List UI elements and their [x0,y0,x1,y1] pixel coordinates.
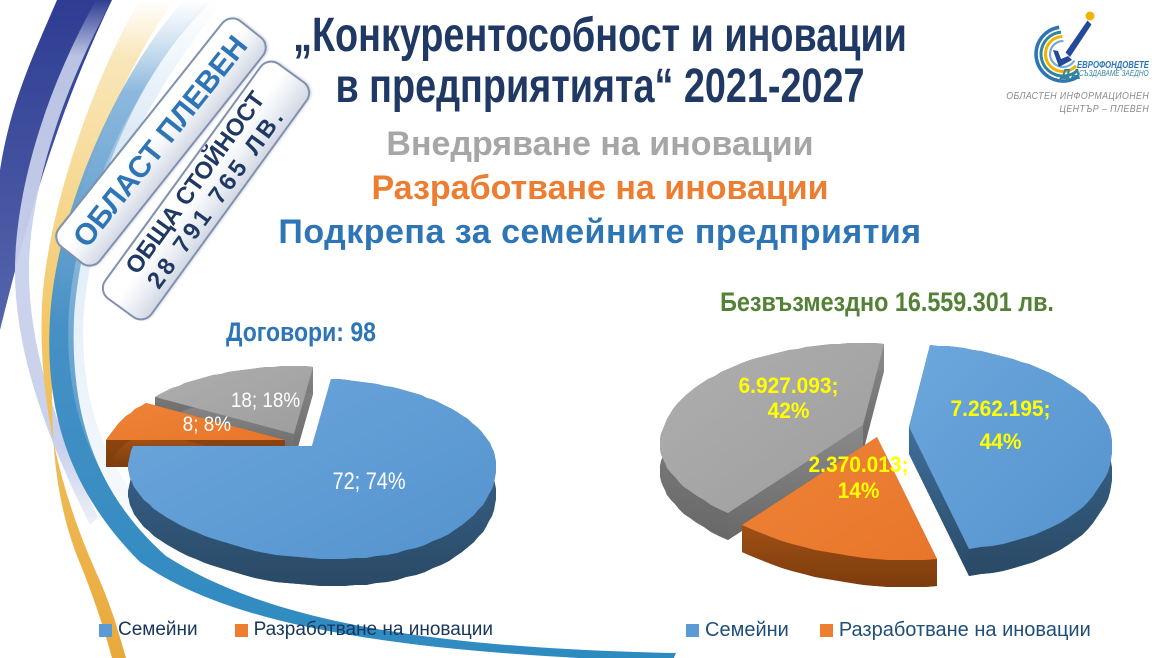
svg-text:ДА: ДА [1058,67,1081,83]
svg-text:СЪЗДАВАМЕ ЗАЕДНО: СЪЗДАВАМЕ ЗАЕДНО [1079,68,1149,78]
svg-text:ЕВРОФОНДОВЕТЕ: ЕВРОФОНДОВЕТЕ [1077,59,1150,70]
